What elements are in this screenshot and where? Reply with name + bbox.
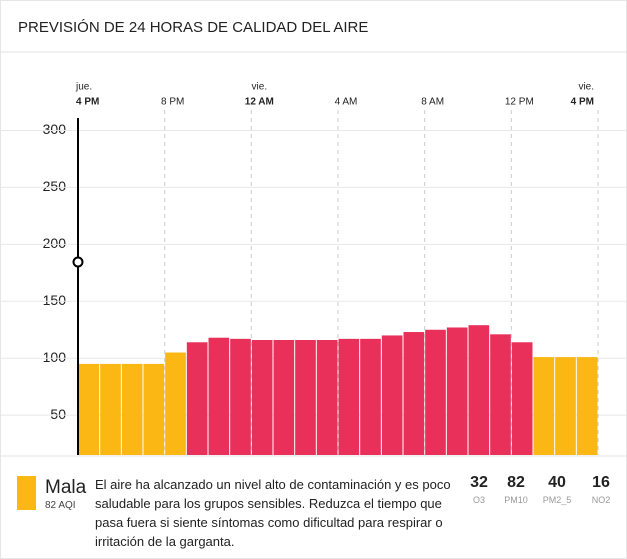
y-tick-label: 50 [50,406,66,422]
bar [576,357,598,455]
description: El aire ha alcanzado un nivel alto de co… [95,477,451,549]
time-label: 4 PM [571,97,594,108]
bar [251,340,273,455]
bar [165,352,186,455]
y-tick-label: 250 [43,178,67,194]
pollutant-name: PM2_5 [542,495,572,505]
bars [78,325,598,455]
bar [403,332,425,455]
bar [186,342,208,455]
bar [490,334,511,455]
time-label: 12 PM [505,97,534,108]
bar [360,338,381,455]
pollutant-value: 32 [470,474,488,491]
time-label: 4 AM [335,97,358,108]
pollutant-value: 82 [507,474,525,491]
bar [121,363,143,455]
y-tick-label: 150 [43,292,67,308]
time-label: 8 PM [161,97,184,108]
bar [511,342,533,455]
title: PREVISIÓN DE 24 HORAS DE CALIDAD DEL AIR… [18,19,368,36]
bar [100,363,121,455]
bar [143,363,165,455]
bar [78,363,100,455]
level-swatch [17,476,36,510]
bar [338,338,360,455]
pollutant-value: 16 [592,474,610,491]
bar [273,340,295,455]
bar [230,338,251,455]
bar [468,325,490,455]
grid: 50 100 150 200 250 300 jue. 4 PM 8 PM vie. 12 AM 4 … [0,82,627,455]
level: Mala [45,477,87,498]
y-tick-label: 300 [43,121,67,137]
pollutant-name: PM10 [504,495,528,505]
pollutant-name: NO2 [591,495,611,505]
bar [446,327,468,455]
time-label: 12 AM [245,97,274,108]
bar [208,337,230,455]
bar [295,340,316,455]
time-day-label: jue. [75,82,92,93]
now-marker [72,256,84,268]
pollutant-name: O3 [472,495,485,505]
bar [316,340,338,455]
bar [555,357,576,455]
y-tick-label: 200 [43,235,67,251]
pollutant-value: 40 [548,474,566,491]
aqi: 82 AQI [45,500,76,511]
time-day-label: vie. [252,82,268,93]
bar [425,329,446,455]
time-label: 8 AM [421,97,444,108]
time-label: 4 PM [76,97,99,108]
time-day-label: vie. [578,82,594,93]
y-tick-label: 100 [43,349,67,365]
bar [533,357,555,455]
bar [381,335,403,455]
